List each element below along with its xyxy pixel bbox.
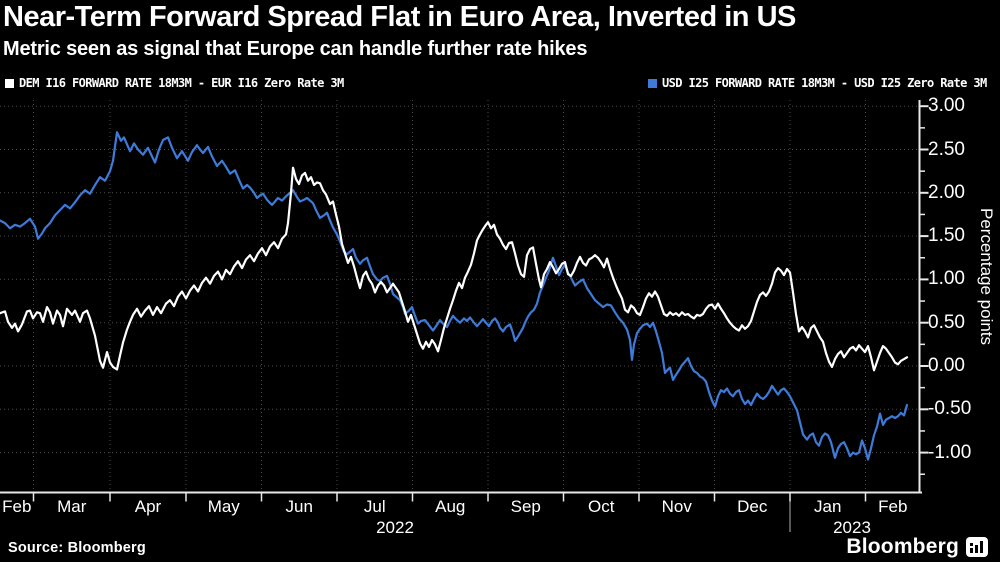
y-tick-label: -0.50 (928, 398, 972, 420)
legend-label: USD I25 FORWARD RATE 18M3M - USD I25 Zer… (662, 76, 987, 90)
eur-series-swatch-icon (5, 78, 14, 88)
x-month-label: Feb (878, 497, 908, 516)
x-month-label: Nov (661, 497, 692, 516)
page-subtitle: Metric seen as signal that Europe can ha… (3, 38, 588, 60)
bloomberg-brand: Bloomberg (846, 535, 988, 559)
usd-series-swatch-icon (648, 78, 657, 88)
x-year-label: 2022 (376, 518, 414, 537)
page-title: Near-Term Forward Spread Flat in Euro Ar… (3, 1, 796, 33)
legend-item-eur-spread: DEM I16 FORWARD RATE 18M3M - EUR I16 Zer… (5, 76, 344, 90)
y-tick-label: 1.50 (928, 225, 965, 247)
x-month-label: Dec (737, 497, 768, 516)
x-month-label: Jan (814, 497, 842, 516)
x-year-label: 2023 (833, 518, 871, 537)
series-line-usd (0, 131, 909, 461)
legend-item-usd-spread: USD I25 FORWARD RATE 18M3M - USD I25 Zer… (648, 76, 987, 90)
x-month-label: May (207, 497, 240, 516)
y-tick-label: 2.00 (928, 181, 965, 203)
x-month-label: Mar (57, 497, 87, 516)
y-tick-label: 3.00 (928, 95, 965, 117)
x-month-label: Feb (2, 497, 32, 516)
y-axis-title: Percentage points (977, 208, 996, 346)
y-tick-label: -1.00 (928, 441, 972, 463)
x-month-label: Sep (510, 497, 541, 516)
y-tick-label: 2.50 (928, 138, 965, 160)
y-tick-label: 1.00 (928, 268, 965, 290)
legend-label: DEM I16 FORWARD RATE 18M3M - EUR I16 Zer… (19, 76, 344, 90)
series-line-eur (0, 166, 909, 372)
y-tick-label: 0.50 (928, 311, 965, 333)
x-month-label: Jul (363, 497, 386, 516)
bloomberg-wordmark: Bloomberg (846, 535, 959, 558)
source-credit: Source: Bloomberg (8, 540, 146, 556)
y-tick-label: 0.00 (928, 355, 965, 376)
x-month-label: Oct (588, 497, 615, 516)
x-month-label: Jun (285, 497, 313, 516)
x-month-label: Apr (134, 497, 162, 516)
x-month-label: Aug (435, 497, 466, 516)
chart-legend: DEM I16 FORWARD RATE 18M3M - EUR I16 Zer… (5, 76, 997, 91)
bloomberg-logo-icon (966, 537, 988, 557)
